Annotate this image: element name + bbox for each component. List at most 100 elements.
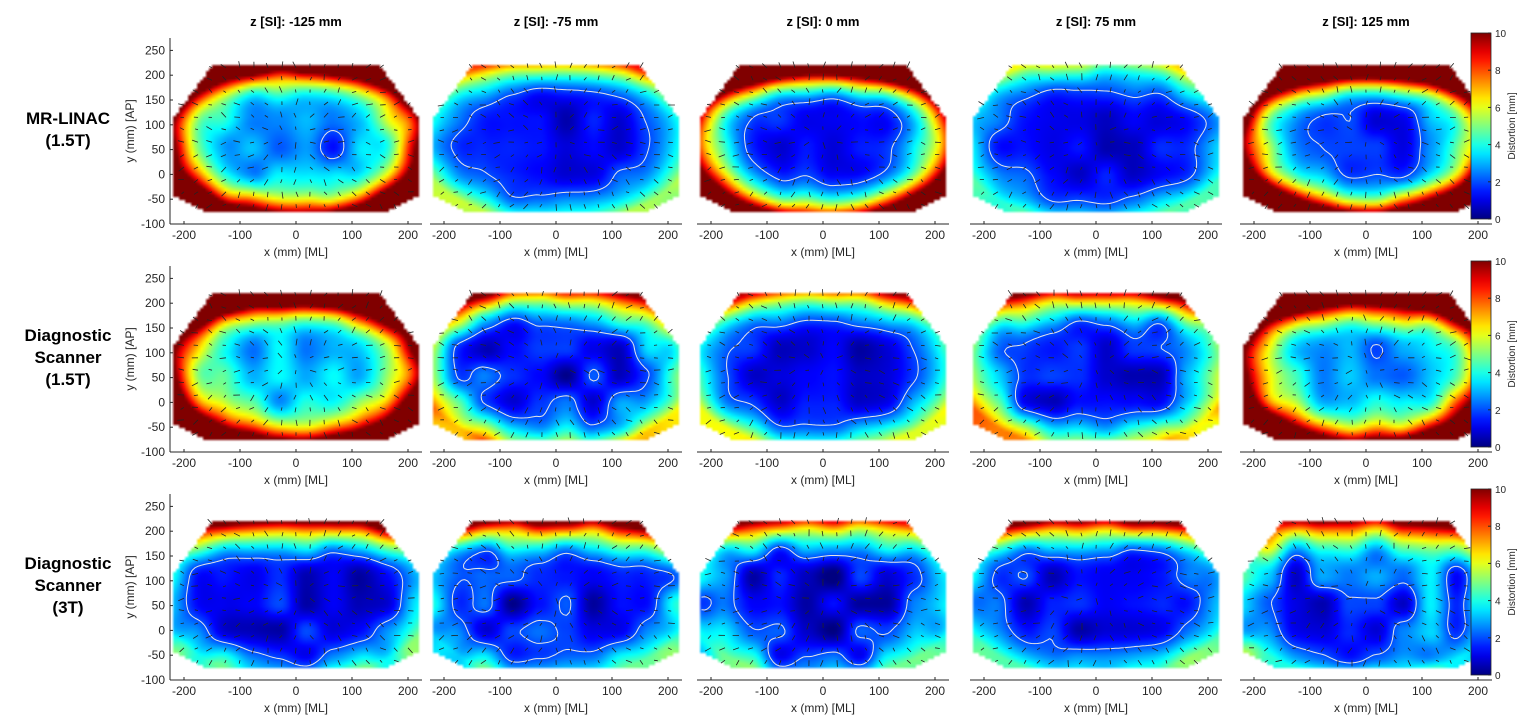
colorbar-label: Distortion [mm] — [1507, 92, 1518, 159]
x-tick-label: -100 — [755, 228, 779, 242]
x-axis-label: x (mm) [ML] — [1334, 473, 1398, 487]
colorbar-tick-label: 6 — [1495, 331, 1501, 342]
colorbar-tick-label: 10 — [1495, 29, 1507, 40]
y-tick-label: 0 — [158, 623, 165, 637]
x-tick-label: -200 — [172, 684, 196, 698]
contour-line — [701, 546, 923, 667]
row-label-line: MR-LINAC — [26, 109, 110, 128]
y-tick-label: -100 — [141, 217, 165, 231]
y-tick-label: -50 — [148, 420, 166, 434]
y-tick-label: 50 — [152, 143, 166, 157]
colorbar-tick-label: 4 — [1495, 141, 1501, 152]
row-label-line: Diagnostic — [25, 554, 112, 573]
x-tick-label: 100 — [1412, 456, 1432, 470]
column-title: z [SI]: -75 mm — [514, 14, 599, 29]
quiver-arrows — [177, 61, 415, 211]
x-tick-label: -200 — [172, 228, 196, 242]
colorbar-tick-label: 4 — [1495, 597, 1501, 608]
distortion-map — [697, 266, 949, 452]
colorbar-tick-label: 8 — [1495, 522, 1501, 533]
x-tick-label: -100 — [1298, 684, 1322, 698]
colorbar-tick-label: 8 — [1495, 294, 1501, 305]
colorbar: 0 2 4 6 8 10 Distortion [mm] — [1470, 485, 1518, 682]
y-tick-label: 0 — [158, 167, 165, 181]
x-tick-label: -200 — [432, 456, 456, 470]
x-tick-label: -100 — [1298, 456, 1322, 470]
heatmap-panel: -200 -100 0 100 200 x (mm) [ML] — [1240, 266, 1492, 487]
x-tick-label: 100 — [1142, 456, 1162, 470]
quiver-arrows — [178, 518, 415, 667]
row-label-line: Diagnostic — [25, 326, 112, 345]
quiver-arrows — [437, 517, 675, 666]
y-axis-label: y (mm) [AP] — [123, 99, 137, 162]
x-tick-label: 200 — [925, 228, 945, 242]
row-label-line: (1.5T) — [45, 131, 90, 150]
y-tick-label: 150 — [145, 549, 165, 563]
x-tick-label: -100 — [1028, 228, 1052, 242]
x-tick-label: -100 — [1028, 456, 1052, 470]
contour-line — [992, 549, 1201, 650]
row-label-line: Scanner — [34, 576, 101, 595]
x-tick-label: 0 — [1093, 228, 1100, 242]
x-tick-label: -100 — [488, 684, 512, 698]
row-labels: MR-LINAC (1.5T)Diagnostic Scanner (1.5T)Dia… — [25, 109, 112, 617]
x-tick-label: -200 — [972, 684, 996, 698]
quiver-arrows — [1247, 516, 1484, 667]
x-tick-label: -200 — [1242, 684, 1266, 698]
colorbar-scale — [1470, 32, 1492, 220]
y-tick-label: 100 — [145, 346, 165, 360]
distortion-map — [697, 494, 949, 680]
colorbar-tick-label: 0 — [1495, 215, 1501, 226]
x-tick-label: -100 — [755, 456, 779, 470]
x-tick-label: 200 — [658, 456, 678, 470]
y-axis-label: y (mm) [AP] — [123, 327, 137, 390]
colorbar-tick-label: 6 — [1495, 559, 1501, 570]
quiver-arrows — [705, 289, 942, 439]
x-tick-label: 200 — [398, 456, 418, 470]
x-tick-label: 100 — [869, 456, 889, 470]
distortion-map — [970, 38, 1222, 224]
x-tick-label: 0 — [1363, 228, 1370, 242]
x-tick-label: 100 — [1142, 228, 1162, 242]
colorbar-scale — [1470, 260, 1492, 448]
colorbar-tick-label: 2 — [1495, 634, 1501, 645]
x-tick-label: 100 — [602, 684, 622, 698]
heatmap-panel: -200 -100 0 100 200 x (mm) [ML] — [1240, 494, 1492, 715]
heatmap-panel: z [SI]: 75 mm -200 -100 0 100 200 x (mm) [ML] — [970, 14, 1222, 259]
colorbars: 0 2 4 6 8 10 Distortion [mm] 0 2 4 6 8 10 Distortion … — [1470, 29, 1518, 682]
contour-line — [1270, 554, 1468, 664]
x-tick-label: -200 — [432, 228, 456, 242]
y-tick-label: 150 — [145, 93, 165, 107]
x-tick-label: 200 — [1468, 684, 1488, 698]
x-tick-label: -200 — [972, 228, 996, 242]
y-tick-label: 200 — [145, 296, 165, 310]
contour-line — [1307, 102, 1422, 179]
heatmap-panel: -200 -100 0 100 200 x (mm) [ML] — [970, 266, 1222, 487]
x-tick-label: -100 — [228, 228, 252, 242]
distortion-map — [1240, 494, 1492, 680]
x-tick-label: -200 — [1242, 456, 1266, 470]
y-tick-label: -100 — [141, 445, 165, 459]
x-tick-label: 100 — [602, 228, 622, 242]
x-tick-label: 0 — [820, 456, 827, 470]
x-tick-label: 200 — [1198, 684, 1218, 698]
x-tick-label: 0 — [293, 228, 300, 242]
colorbar-scale — [1470, 488, 1492, 676]
heatmap-panel: -200 -100 0 100 200 x (mm) [ML] — [697, 266, 949, 487]
x-tick-label: -100 — [488, 228, 512, 242]
heatmap-panel: -200 -100 0 100 200 x (mm) [ML] -100 -50 0 50 100 1… — [123, 494, 422, 715]
y-tick-label: 100 — [145, 574, 165, 588]
x-axis-label: x (mm) [ML] — [791, 701, 855, 715]
x-axis-label: x (mm) [ML] — [1334, 701, 1398, 715]
quiver-arrows — [437, 289, 674, 439]
column-title: z [SI]: 0 mm — [787, 14, 860, 29]
x-axis-label: x (mm) [ML] — [264, 701, 328, 715]
colorbar-tick-label: 10 — [1495, 257, 1507, 268]
x-tick-label: 0 — [1093, 684, 1100, 698]
x-tick-label: 200 — [1198, 456, 1218, 470]
colorbar-label: Distortion [mm] — [1507, 320, 1518, 387]
x-tick-label: -200 — [699, 684, 723, 698]
quiver-arrows — [177, 288, 415, 439]
y-tick-label: 50 — [152, 371, 166, 385]
x-tick-label: 100 — [602, 456, 622, 470]
